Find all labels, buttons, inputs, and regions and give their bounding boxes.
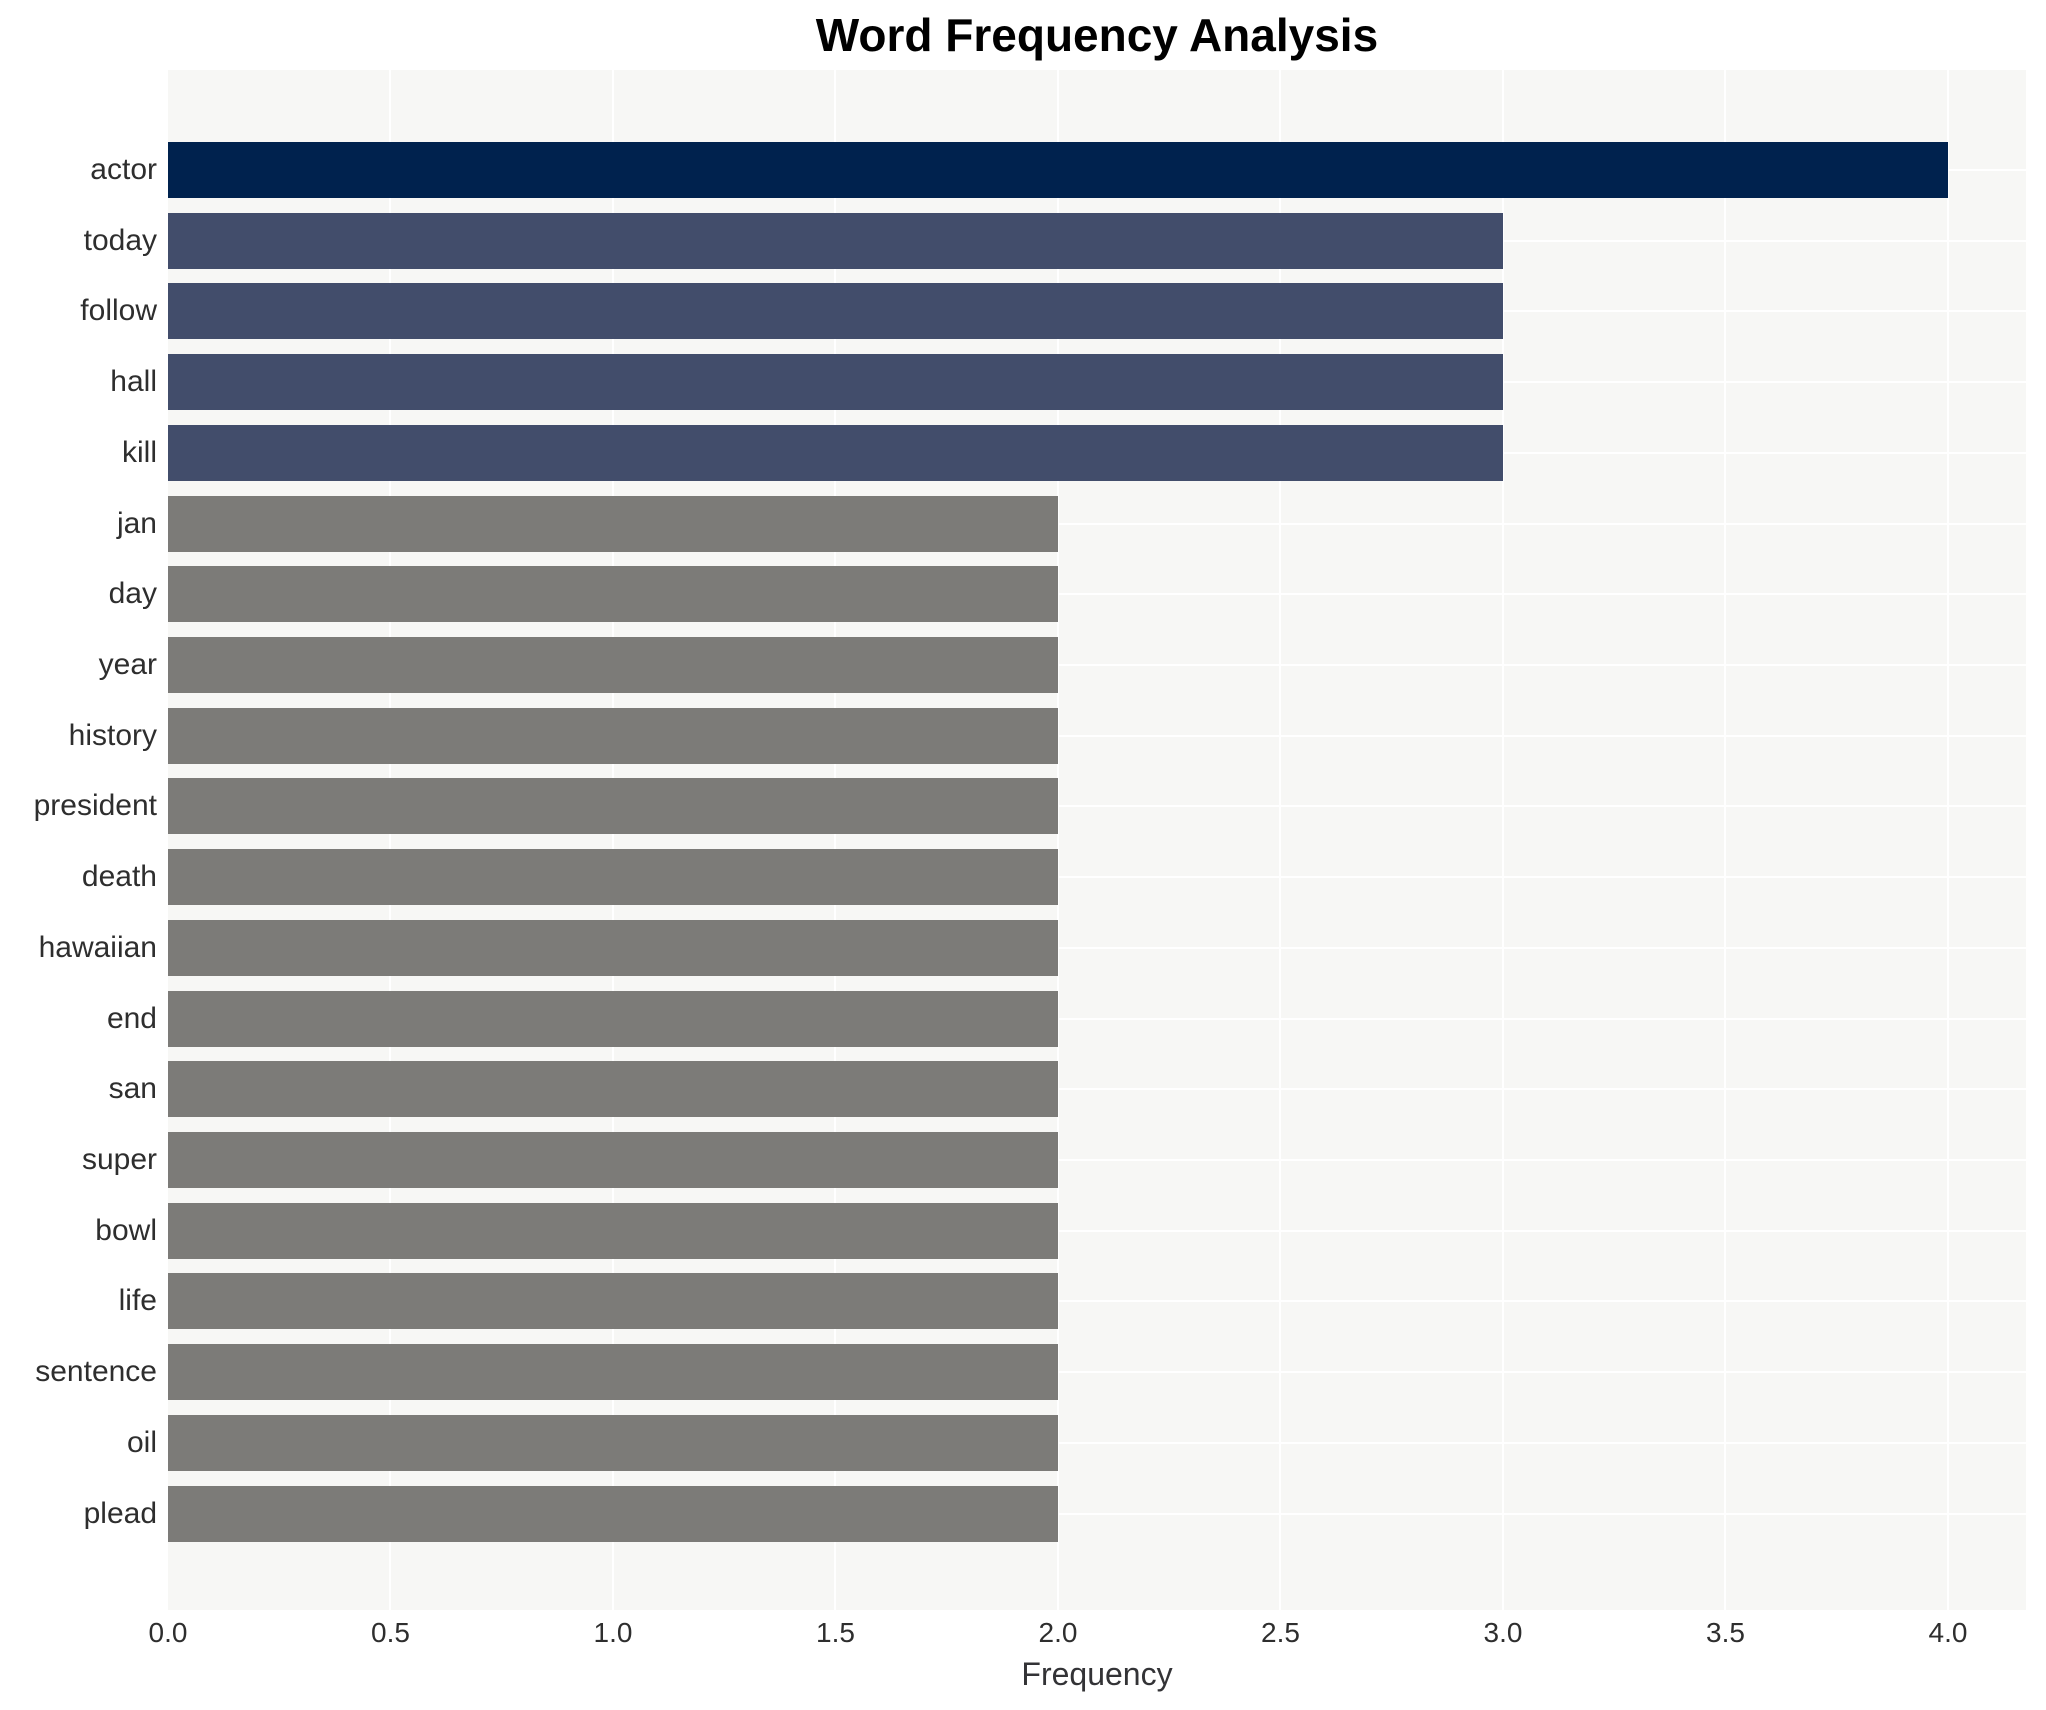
vertical-gridline [834, 70, 837, 1610]
bar-oil [168, 1414, 1058, 1471]
horizontal-gridline [168, 1088, 2026, 1091]
y-label-super: super [81, 1142, 157, 1176]
horizontal-gridline [168, 805, 2026, 808]
x-tick-label: 3.5 [1706, 1617, 1745, 1648]
y-label-end: end [106, 1001, 157, 1035]
horizontal-gridline [168, 946, 2026, 949]
horizontal-gridline [168, 1158, 2026, 1161]
bar-hawaiian [168, 919, 1058, 976]
x-tick-label: 3.0 [1483, 1617, 1523, 1648]
y-label-bowl: bowl [95, 1213, 157, 1247]
horizontal-gridline [168, 1229, 2026, 1232]
vertical-gridline [389, 70, 392, 1610]
x-axis-tick-labels: 0.0 0.5 1.0 1.5 2.0 2.5 3.0 3.5 4.0 [149, 1617, 2026, 1653]
bar-life [168, 1273, 1058, 1330]
y-label-death: death [81, 860, 157, 894]
y-label-oil: oil [126, 1425, 157, 1459]
y-label-sentence: sentence [35, 1355, 157, 1389]
x-axis-label: Frequency [1021, 1656, 1173, 1692]
horizontal-gridline [168, 734, 2026, 737]
y-axis-category-labels: actor today follow hall kill jan day year histor… [0, 70, 157, 1610]
y-label-hawaiian: hawaiian [38, 930, 157, 964]
bar-end [168, 990, 1058, 1047]
y-label-actor: actor [90, 153, 157, 186]
y-label-plead: plead [83, 1496, 157, 1530]
bar-san [168, 1061, 1058, 1118]
x-tick-label: 0.5 [371, 1617, 410, 1648]
bar-sentence [168, 1344, 1058, 1401]
vertical-gridline [1056, 70, 1059, 1610]
horizontal-gridline [168, 1441, 2026, 1444]
y-label-today: today [83, 223, 157, 257]
y-label-day: day [108, 577, 157, 611]
x-tick-label: 1.5 [816, 1617, 855, 1648]
y-label-jan: jan [116, 506, 157, 540]
chart-title: Word Frequency Analysis [815, 9, 1379, 61]
bar-president [168, 778, 1058, 835]
horizontal-gridline [168, 522, 2026, 525]
plot-area [168, 70, 2026, 1610]
bar-hall [168, 354, 1503, 411]
horizontal-gridline [168, 876, 2026, 879]
horizontal-gridline [168, 593, 2026, 596]
horizontal-gridline [168, 1371, 2026, 1374]
bar-kill [168, 424, 1503, 481]
y-label-life: life [118, 1284, 157, 1318]
bar-day [168, 566, 1058, 623]
horizontal-gridline [168, 1300, 2026, 1303]
bar-today [168, 212, 1503, 269]
bar-super [168, 1131, 1058, 1188]
y-label-follow: follow [80, 294, 157, 328]
bar-jan [168, 495, 1058, 552]
bar-death [168, 849, 1058, 906]
y-label-hall: hall [110, 365, 157, 399]
horizontal-gridline [168, 1017, 2026, 1020]
bar-history [168, 707, 1058, 764]
x-tick-label: 0.0 [148, 1617, 188, 1648]
x-tick-label: 4.0 [1928, 1617, 1968, 1648]
vertical-gridline [1724, 70, 1727, 1610]
y-label-kill: kill [122, 435, 157, 469]
x-tick-label: 2.5 [1261, 1617, 1300, 1648]
bar-year [168, 636, 1058, 693]
vertical-gridline [611, 70, 614, 1610]
vertical-gridline [1946, 70, 1949, 1610]
y-label-san: san [108, 1072, 157, 1106]
y-label-history: history [68, 718, 157, 752]
x-tick-label: 1.0 [593, 1617, 633, 1648]
bar-actor [168, 142, 1948, 198]
y-label-president: president [33, 789, 157, 823]
bar-bowl [168, 1202, 1058, 1259]
bar-plead [168, 1485, 1058, 1542]
x-tick-label: 2.0 [1038, 1617, 1078, 1648]
horizontal-gridline [168, 663, 2026, 666]
bar-follow [168, 283, 1503, 340]
y-label-year: year [98, 647, 157, 681]
vertical-gridline [1501, 70, 1504, 1610]
vertical-gridline [1279, 70, 1282, 1610]
horizontal-gridline [168, 1512, 2026, 1515]
